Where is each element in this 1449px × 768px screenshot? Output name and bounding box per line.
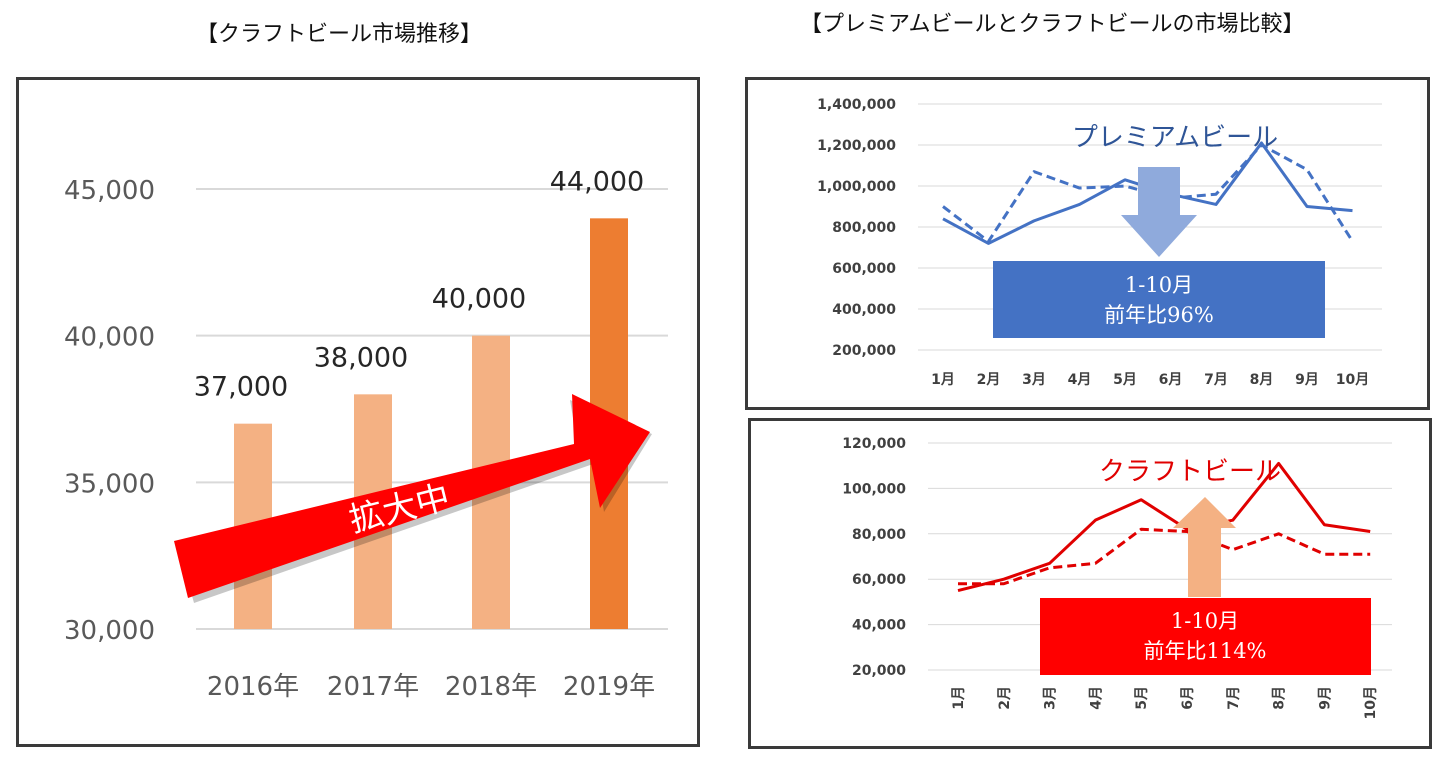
- y-tick-label: 35,000: [64, 469, 155, 499]
- series-line-dashed: [958, 527, 1371, 586]
- y-tick-label: 800,000: [832, 220, 896, 236]
- x-tick-label: 2016年: [207, 672, 299, 702]
- x-tick-label: 10月: [1363, 686, 1379, 719]
- x-tick-label: 2月: [977, 372, 1001, 388]
- x-tick-label: 3月: [1043, 686, 1059, 710]
- x-tick-label: 1月: [931, 372, 955, 388]
- x-tick-label: 5月: [1134, 686, 1150, 710]
- series-line-solid: [957, 461, 1371, 593]
- y-tick-label: 1,200,000: [817, 138, 896, 154]
- y-tick-label: 60,000: [852, 572, 906, 588]
- arrow-body: [174, 394, 650, 598]
- premium-chart-frame: [745, 77, 1430, 410]
- left-chart-heading: 【クラフトビール市場推移】: [196, 22, 483, 47]
- x-tick-label: 2017年: [327, 672, 419, 702]
- annotation-box-line2: 前年比96%: [1104, 303, 1214, 327]
- y-tick-label: 30,000: [64, 616, 155, 646]
- data-label: 38,000: [314, 342, 408, 373]
- annotation-box-line1: 1-10月: [1125, 273, 1193, 297]
- y-tick-label: 45,000: [64, 176, 155, 206]
- growth-arrow: [174, 394, 652, 603]
- y-tick-label: 40,000: [64, 323, 155, 353]
- series-annotation: プレミアムビール: [1072, 123, 1278, 153]
- y-tick-label: 40,000: [852, 618, 906, 634]
- x-tick-label: 8月: [1272, 686, 1288, 710]
- craft-chart-frame: [748, 418, 1432, 749]
- y-tick-label: 100,000: [842, 481, 906, 497]
- x-tick-label: 7月: [1226, 686, 1242, 710]
- x-tick-label: 3月: [1022, 372, 1046, 388]
- y-tick-label: 400,000: [832, 302, 896, 318]
- x-tick-label: 7月: [1204, 372, 1228, 388]
- x-tick-label: 6月: [1159, 372, 1183, 388]
- x-tick-label: 2018年: [445, 672, 537, 702]
- x-tick-label: 9月: [1295, 372, 1319, 388]
- annotation-box: [993, 261, 1325, 338]
- x-tick-label: 5月: [1113, 372, 1137, 388]
- right-chart-heading: 【プレミアムビールとクラフトビールの市場比較】: [800, 12, 1305, 37]
- x-tick-label: 10月: [1336, 372, 1369, 388]
- x-tick-label: 1月: [951, 686, 967, 710]
- x-tick-label: 2019年: [563, 672, 655, 702]
- annotation-box-line2: 前年比114%: [1143, 639, 1266, 663]
- x-tick-label: 6月: [1180, 686, 1196, 710]
- data-label: 37,000: [194, 372, 288, 403]
- down-arrow: [1121, 167, 1197, 257]
- up-arrow: [1173, 497, 1236, 597]
- y-tick-label: 1,000,000: [817, 179, 896, 195]
- x-tick-label: 8月: [1250, 372, 1274, 388]
- x-tick-label: 2月: [997, 686, 1013, 710]
- y-tick-label: 120,000: [842, 436, 906, 452]
- data-label: 40,000: [432, 284, 526, 315]
- x-tick-label: 9月: [1317, 686, 1333, 710]
- series-annotation: クラフトビール: [1099, 457, 1281, 487]
- x-tick-label: 4月: [1088, 686, 1104, 710]
- annotation-box: [1040, 598, 1371, 675]
- y-tick-label: 80,000: [852, 527, 906, 543]
- data-label: 44,000: [550, 166, 644, 197]
- y-tick-label: 20,000: [852, 663, 906, 679]
- y-tick-label: 200,000: [832, 343, 896, 359]
- y-tick-label: 600,000: [832, 261, 896, 277]
- x-tick-label: 4月: [1068, 372, 1092, 388]
- annotation-box-line1: 1-10月: [1171, 609, 1239, 633]
- y-tick-label: 1,400,000: [817, 97, 896, 113]
